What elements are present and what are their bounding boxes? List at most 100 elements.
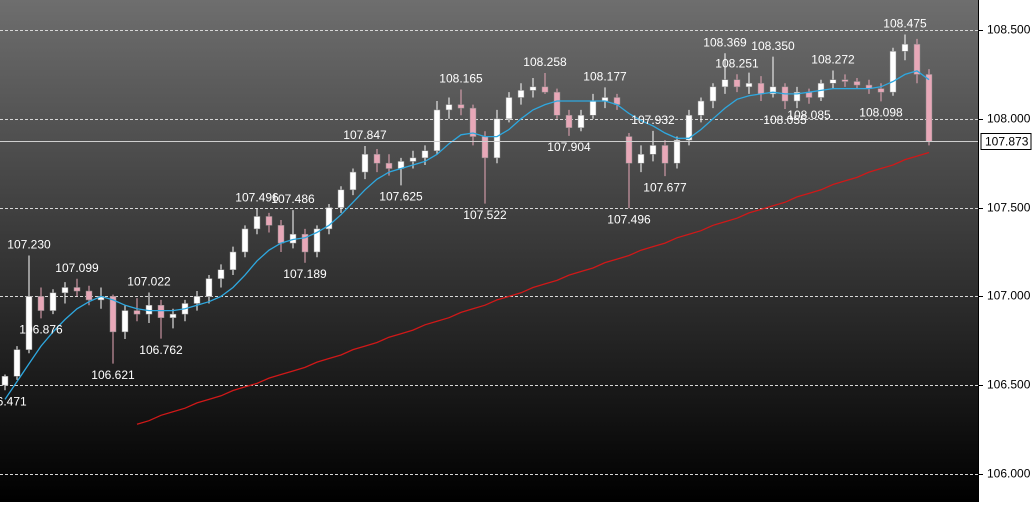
high-label: 107.486	[271, 192, 315, 206]
low-label: 106.621	[91, 368, 135, 382]
candle-body	[517, 90, 525, 98]
low-label: 106.876	[19, 323, 63, 337]
candle-body	[625, 136, 633, 164]
low-label: 107.522	[463, 208, 507, 222]
y-tick-label: 106.000	[987, 467, 1031, 481]
high-label: 107.099	[55, 261, 99, 275]
high-label: 108.272	[811, 53, 855, 67]
candle-body	[265, 216, 273, 226]
high-label: 108.350	[751, 39, 795, 53]
candle-body	[697, 100, 705, 116]
candle-body	[757, 83, 765, 95]
low-label: 106.762	[139, 343, 183, 357]
high-label: 108.369	[703, 35, 747, 49]
candle-body	[25, 296, 33, 350]
candle-body	[913, 43, 921, 75]
moving-average-line	[4, 70, 930, 400]
candle-body	[1, 376, 9, 386]
candle-body	[277, 225, 285, 244]
high-label: 108.251	[715, 56, 759, 70]
high-label: 107.022	[127, 275, 171, 289]
high-label: 108.475	[883, 17, 927, 31]
high-label: 108.177	[583, 70, 627, 84]
axis-background	[978, 0, 1032, 502]
candle-body	[733, 79, 741, 88]
plot-background	[0, 0, 978, 502]
candle-body	[877, 88, 885, 93]
candle-body	[409, 157, 417, 162]
candle-body	[841, 79, 849, 82]
candle-body	[361, 154, 369, 173]
candle-body	[649, 145, 657, 155]
candle-body	[205, 278, 213, 297]
candle-body	[133, 310, 141, 315]
current-price-label: 107.873	[985, 135, 1029, 149]
candle-body	[85, 290, 93, 301]
candle-body	[13, 349, 21, 377]
candle-body	[925, 74, 933, 142]
candle-body	[745, 83, 753, 88]
candle-body	[433, 109, 441, 152]
moving-average-line	[136, 151, 930, 425]
low-label: 107.189	[283, 267, 327, 281]
candle-body	[541, 86, 549, 93]
candle-body	[169, 313, 177, 318]
y-tick-label: 107.500	[987, 201, 1031, 215]
candle-body	[469, 107, 477, 137]
candle-body	[73, 287, 81, 292]
high-label: 108.258	[523, 55, 567, 69]
candle-body	[889, 51, 897, 93]
candle-body	[637, 154, 645, 164]
candle-body	[553, 91, 561, 116]
candle-body	[301, 233, 309, 253]
candle-body	[661, 145, 669, 164]
low-label: 108.085	[787, 108, 831, 122]
candle-body	[673, 139, 681, 164]
high-label: 107.496	[235, 190, 279, 204]
candle-body	[721, 79, 729, 88]
low-label: 107.496	[607, 212, 651, 226]
candle-body	[253, 216, 261, 230]
candle-body	[49, 292, 57, 311]
y-tick-label: 107.000	[987, 289, 1031, 303]
candle-body	[337, 189, 345, 208]
candle-body	[829, 79, 837, 84]
candle-body	[37, 296, 45, 311]
candle-body	[121, 310, 129, 333]
y-tick-label: 108.000	[987, 112, 1031, 126]
candle-body	[109, 296, 117, 333]
high-label: 108.165	[439, 72, 483, 86]
candle-body	[445, 104, 453, 111]
candle-body	[157, 304, 165, 318]
candle-body	[493, 118, 501, 159]
candle-body	[685, 114, 693, 141]
candle-body	[565, 114, 573, 128]
candle-body	[385, 162, 393, 169]
candle-body	[325, 207, 333, 230]
candle-body	[217, 269, 225, 279]
low-label: 107.625	[379, 190, 423, 204]
candle-body	[901, 43, 909, 52]
candle-body	[349, 171, 357, 191]
low-label: 108.098	[859, 106, 903, 120]
y-tick-label: 106.500	[987, 378, 1031, 392]
high-label: 107.230	[7, 238, 51, 252]
candle-body	[529, 86, 537, 91]
candle-body	[61, 287, 69, 294]
candle-body	[193, 296, 201, 304]
candle-body	[313, 228, 321, 253]
current-price-box	[980, 133, 1032, 150]
candle-body	[769, 86, 777, 95]
high-label: 107.847	[343, 128, 387, 142]
y-tick-label: 108.500	[987, 23, 1031, 37]
high-label: 107.932	[631, 113, 675, 127]
low-label: 108.055	[763, 113, 807, 127]
low-label: 106.471	[0, 394, 27, 408]
candle-body	[241, 228, 249, 253]
candle-body	[373, 154, 381, 164]
candle-body	[709, 86, 717, 102]
low-label: 107.904	[547, 140, 591, 154]
candle-body	[481, 136, 489, 159]
candle-body	[793, 91, 801, 102]
